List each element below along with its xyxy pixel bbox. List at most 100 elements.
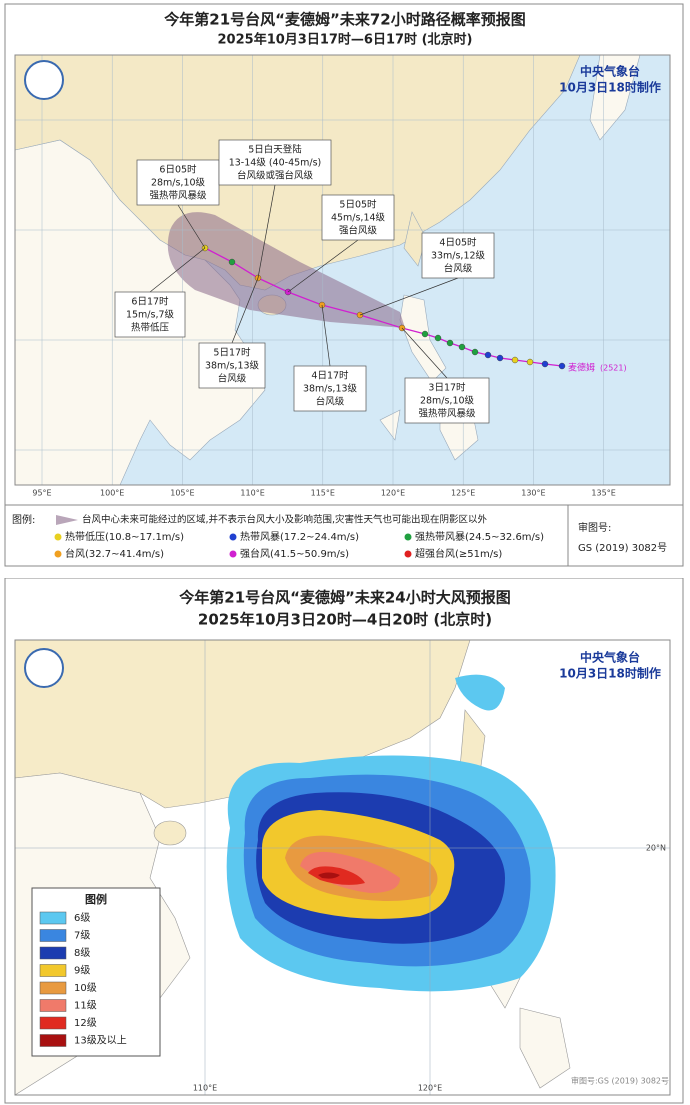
callout-text: 4日17时 <box>311 370 349 382</box>
wind-zone <box>318 872 340 879</box>
lon-label: 110°E <box>193 1084 217 1093</box>
map-frame <box>14 639 671 1096</box>
legend-swatch <box>39 999 67 1012</box>
callout-box <box>404 377 490 424</box>
callout-text: 热带低压 <box>131 322 170 334</box>
callout-text: 28m/s,10级 <box>420 395 475 407</box>
callout-text: 6日17时 <box>131 296 169 308</box>
callout-text: 3日17时 <box>428 382 466 394</box>
legend-label: 超强台风(≥51m/s) <box>415 547 502 560</box>
track-point <box>558 362 566 370</box>
track-point <box>541 360 549 368</box>
legend-swatch <box>39 946 67 960</box>
island <box>403 211 427 267</box>
lon-label: 100°E <box>100 489 124 498</box>
legend-label: 台风(32.7~41.4m/s) <box>65 547 164 560</box>
legend-label: 强热带风暴(24.5~32.6m/s) <box>415 530 544 543</box>
legend-marker <box>404 550 412 558</box>
callout-line <box>359 277 459 316</box>
callout-text: 6日05时 <box>159 164 197 176</box>
legend-swatch <box>39 964 67 977</box>
callout-text: 5日05时 <box>339 199 377 211</box>
legend-marker <box>229 550 237 558</box>
lon-label: 115°E <box>311 489 335 498</box>
logo <box>24 60 64 100</box>
legend: 6级 7级 8级 9级 10级 11级 12级 13级及以上 <box>39 911 127 1047</box>
callout-line <box>231 277 259 344</box>
legend-label: 热带低压(10.8~17.1m/s) <box>65 530 184 543</box>
lon-label: 120°E <box>418 1084 442 1093</box>
callout-line <box>149 247 206 293</box>
map-frame <box>14 54 671 486</box>
legend-label: 强台风(41.5~50.9m/s) <box>240 547 349 560</box>
made-time: 10月3日18时制作 <box>559 666 661 681</box>
legend-marker <box>229 533 237 541</box>
agency: 中央气象台 <box>580 650 640 665</box>
callout-text: 45m/s,14级 <box>331 212 386 224</box>
track-point <box>434 334 442 342</box>
track-point <box>471 348 479 356</box>
track-point <box>484 351 492 359</box>
legend-label: 10级 <box>74 982 97 994</box>
callout-line <box>321 304 331 367</box>
callout-text: 台风级或强台风级 <box>237 170 314 182</box>
legend-label: 11级 <box>74 1000 97 1012</box>
lon-label: 130°E <box>521 489 545 498</box>
ice-blob <box>455 674 505 711</box>
callout-text: 强热带风暴级 <box>418 408 476 420</box>
callout-text: 5日白天登陆 <box>248 144 302 156</box>
review: 审图号:GS (2019) 3082号 <box>571 1076 669 1086</box>
legend-marker <box>404 533 412 541</box>
legend-marker <box>54 533 62 541</box>
grid-layer <box>15 640 670 1095</box>
lon-label: 95°E <box>32 489 51 498</box>
lon-label: 120°E <box>381 489 405 498</box>
callout-text: 28m/s,10级 <box>151 177 206 189</box>
callout-box <box>218 139 332 186</box>
legend-label: 热带风暴(17.2~24.4m/s) <box>240 530 359 543</box>
title: 今年第21号台风“麦德姆”未来72小时路径概率预报图 <box>163 11 525 29</box>
subtitle: 2025年10月3日17时—6日17时 (北京时) <box>218 32 473 48</box>
callout-box <box>321 194 395 241</box>
legend-heading: 图例: <box>12 513 35 526</box>
callout-text: 台风级 <box>444 263 473 275</box>
legend-label: 7级 <box>74 930 90 942</box>
probability-cone <box>167 212 405 328</box>
island <box>153 820 187 846</box>
callout-text: 38m/s,13级 <box>303 383 358 395</box>
callout-text: 15m/s,7级 <box>126 309 175 321</box>
review-number: GS (2019) 3082号 <box>578 542 667 554</box>
callout-text: 38m/s,13级 <box>205 360 260 372</box>
made-time: 10月3日18时制作 <box>559 80 661 95</box>
callout-text: 强热带风暴级 <box>149 190 207 202</box>
legend-label: 12级 <box>74 1017 97 1029</box>
track-point <box>446 339 454 347</box>
callout-line <box>401 327 448 379</box>
lon-label: 125°E <box>451 489 475 498</box>
legend-swatch <box>39 1016 67 1030</box>
lon-label: 105°E <box>170 489 194 498</box>
legend-cone <box>56 515 78 525</box>
agency: 中央气象台 <box>580 64 640 79</box>
typhoon-name: 麦德姆 <box>568 362 595 374</box>
callout-text: 33m/s,12级 <box>431 250 486 262</box>
legend-swatch <box>39 929 67 942</box>
legend-swatch <box>39 981 67 995</box>
callout-box <box>114 291 186 338</box>
callout-line <box>177 204 206 249</box>
lat-label: 20°N <box>646 844 666 853</box>
legend-note: 台风中心未来可能经过的区域,并不表示台风大小及影响范围,灾害性天气也可能出现在阴… <box>82 514 488 526</box>
logo <box>24 648 64 688</box>
wind-map-panel: 今年第21号台风“麦德姆”未来24小时大风预报图 2025年10月3日20时—4… <box>4 578 684 1104</box>
track-point <box>511 356 519 364</box>
review-label: 审图号: <box>578 521 611 534</box>
track-point <box>228 258 236 266</box>
callout-box <box>421 232 495 279</box>
callout-box <box>198 342 266 389</box>
callout-text: 台风级 <box>218 373 247 385</box>
callout-text: 4日05时 <box>439 237 477 249</box>
callout-box <box>293 365 367 412</box>
subtitle: 2025年10月3日20时—4日20时 (北京时) <box>198 611 492 629</box>
title: 今年第21号台风“麦德姆”未来24小时大风预报图 <box>178 589 510 607</box>
